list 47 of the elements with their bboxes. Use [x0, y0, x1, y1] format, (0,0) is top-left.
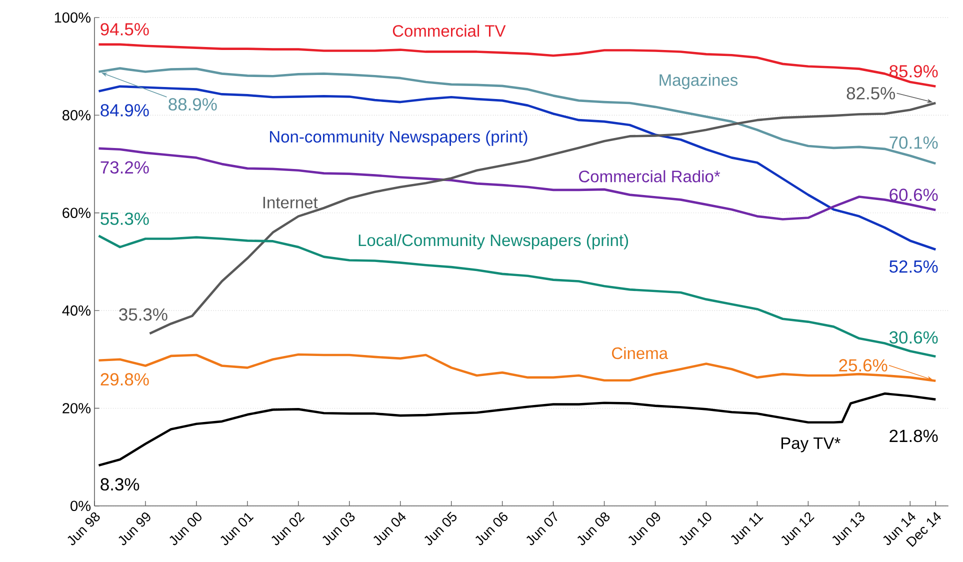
data-label: 84.9%	[100, 104, 149, 116]
data-label: 35.3%	[119, 308, 168, 320]
y-tick-label: 20%	[62, 402, 91, 414]
series-label: Non-community Newspapers (print)	[270, 130, 528, 146]
data-label: 73.2%	[100, 161, 149, 174]
series-label: Cinema	[612, 346, 668, 359]
x-tick-label: Jun 99	[118, 512, 150, 545]
x-tick-label: Jun 07	[526, 511, 558, 545]
data-label: 88.9%	[168, 98, 217, 110]
x-tick-label: Jun 10	[679, 512, 712, 545]
x-tick-label: Jun 13	[832, 512, 864, 545]
series-label: Local/Community Newspapers (print)	[358, 234, 628, 250]
data-label: 55.3%	[100, 212, 149, 225]
x-tick-label: Jun 04	[374, 512, 406, 545]
x-tick-label: Jun 98	[68, 512, 100, 545]
data-label: 82.5%	[846, 86, 896, 100]
series-label: Internet	[263, 196, 318, 208]
data-label: 21.8%	[890, 430, 938, 442]
data-label: 85.9%	[890, 64, 938, 78]
x-tick-label: Jun 01	[220, 512, 254, 545]
x-tick-label: Jun 05	[424, 511, 456, 545]
x-tick-label: Jun 11	[730, 512, 764, 544]
x-tick-label: Jun 09	[628, 512, 660, 545]
data-label: 25.6%	[839, 358, 888, 372]
x-tick-label: Jun 08	[577, 512, 610, 545]
data-label: 29.8%	[100, 372, 149, 386]
data-label: 8.3%	[100, 478, 140, 490]
x-tick-label: Jun 03	[322, 512, 355, 545]
x-tick-label: Jun 12	[781, 512, 814, 545]
series-label: Commercial Radio*	[579, 170, 720, 182]
data-label: 52.5%	[889, 260, 938, 273]
y-tick-label: 80%	[62, 110, 91, 120]
data-label: 94.5%	[100, 22, 149, 36]
series-label: Magazines	[660, 74, 738, 89]
y-tick-label: 0%	[70, 500, 91, 511]
series-label: Pay TV*	[781, 437, 840, 452]
x-tick-label: Jun 00	[170, 512, 202, 545]
line-series	[98, 392, 937, 466]
data-label: 70.1%	[890, 136, 938, 149]
data-label: 60.6%	[890, 188, 938, 201]
series-label: Commercial TV	[392, 24, 506, 37]
x-tick-label: Jun 06	[475, 512, 508, 545]
y-tick-label: 40%	[62, 305, 91, 316]
y-tick-label: 60%	[62, 208, 91, 218]
data-label: 30.6%	[889, 331, 938, 344]
x-tick-label: Jun 02	[272, 512, 305, 545]
y-tick-label: 100%	[54, 12, 91, 22]
